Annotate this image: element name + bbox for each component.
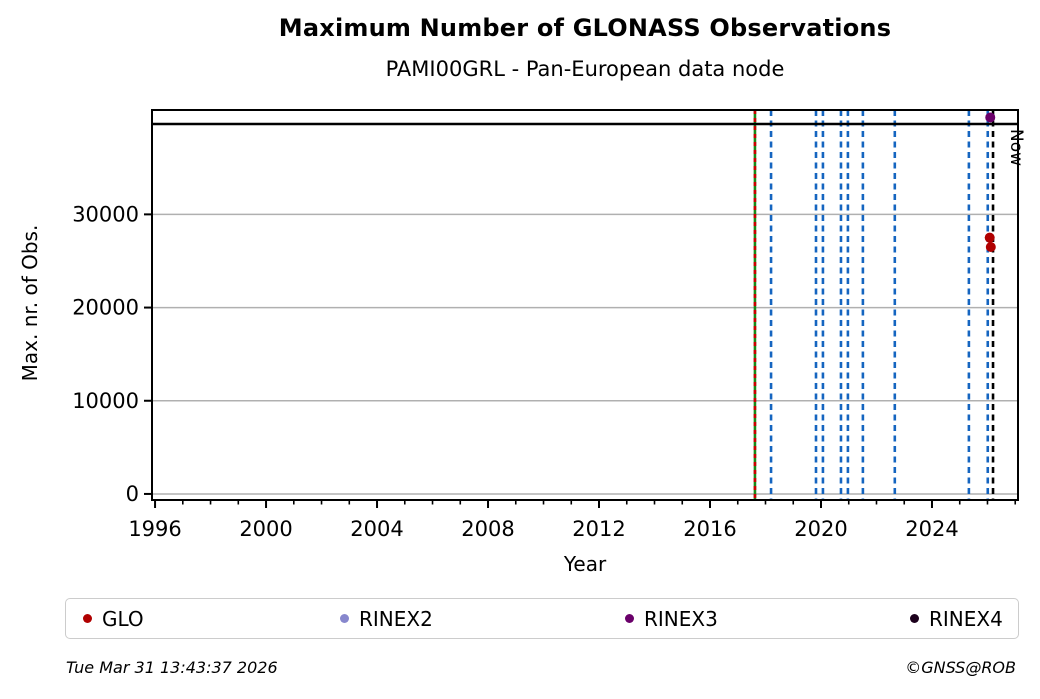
legend-label: GLO [102,606,144,631]
x-tick-label: 2000 [239,517,292,541]
legend-label: RINEX2 [359,606,433,631]
x-tick-label: 2012 [572,517,625,541]
x-tick-label: 2016 [683,517,736,541]
credit: ©GNSS@ROB [905,658,1016,677]
y-tick-label: 10000 [72,389,139,413]
x-axis-label: Year [563,552,607,576]
rinex4-marker-icon [910,614,919,623]
x-tick-label: 2020 [794,517,847,541]
timestamp: Tue Mar 31 13:43:37 2026 [66,658,278,677]
x-tick-label: 2008 [461,517,514,541]
chart-subtitle: PAMI00GRL - Pan-European data node [385,57,785,81]
data-point-glo [984,232,995,243]
rinex2-marker-icon [340,614,349,623]
now-label: Now [1006,129,1026,166]
plot-area: 1996 2000 2004 2008 2012 2016 2020 2024 0 10000 20… [72,109,1026,541]
rinex3-marker-icon [625,614,634,623]
legend-label: RINEX4 [929,606,1003,631]
legend-label: RINEX3 [644,606,718,631]
y-tick-label: 30000 [72,202,139,226]
x-tick-label: 2024 [905,517,958,541]
y-tick-label: 0 [126,482,139,506]
data-point-glo [985,241,996,252]
legend-item-rinex3: RINEX3 [625,609,718,629]
chart-title: Maximum Number of GLONASS Observations [278,14,892,42]
glo-marker-icon [83,614,92,623]
legend-item-rinex4: RINEX4 [910,609,1003,629]
legend-item-glo: GLO [83,609,144,629]
legend: GLO RINEX2 RINEX3 RINEX4 [65,598,1019,639]
y-tick-label: 20000 [72,296,139,320]
plot-frame [151,109,1019,501]
data-point-rinex3 [985,112,996,123]
x-tick-label: 2004 [350,517,403,541]
legend-item-rinex2: RINEX2 [340,609,433,629]
x-tick-label: 1996 [128,517,181,541]
